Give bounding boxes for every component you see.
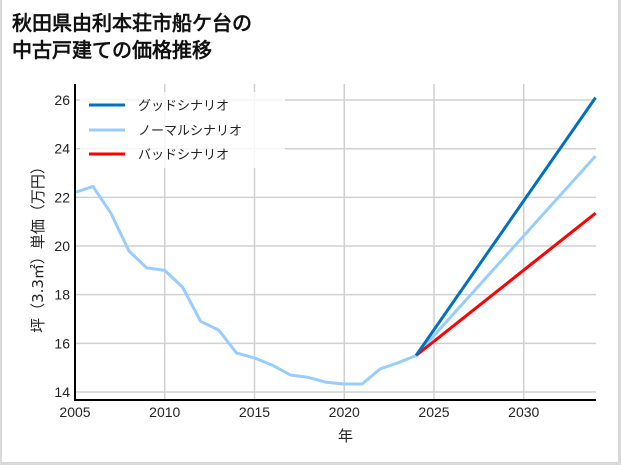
data-lines [74, 96, 597, 386]
series-line [414, 154, 597, 357]
legend: グッドシナリオ ノーマルシナリオ バッドシナリオ [80, 92, 285, 168]
title-line-2: 中古戸建ての価格推移 [12, 38, 212, 62]
x-tick-label: 2005 [59, 404, 90, 420]
x-tick-label: 2025 [418, 404, 449, 420]
legend-label-good: グッドシナリオ [138, 99, 229, 114]
y-axis-label: 坪（3.3㎡）単価（万円） [29, 159, 47, 333]
legend-label-bad: バッドシナリオ [138, 148, 229, 163]
legend-label-normal: ノーマルシナリオ [138, 124, 242, 139]
x-tick-label: 2015 [239, 404, 270, 420]
y-tick-label: 22 [54, 189, 70, 205]
series-line [74, 184, 417, 386]
series-line [414, 96, 597, 357]
y-tick-label: 26 [54, 92, 70, 108]
x-tick-label: 2010 [149, 404, 180, 420]
y-tick-label: 24 [54, 141, 70, 157]
y-tick-label: 16 [54, 335, 70, 351]
chart-title: 秋田県由利本荘市船ケ台の 中古戸建ての価格推移 [12, 10, 252, 64]
title-line-1: 秋田県由利本荘市船ケ台の [12, 11, 252, 35]
series-line [415, 211, 597, 357]
y-tick-label: 18 [54, 287, 70, 303]
y-tick-label: 14 [54, 384, 70, 400]
x-axis-label: 年 [338, 427, 353, 445]
x-tick-labels: 2005 2010 2015 2020 2025 2030 [59, 404, 539, 420]
y-tick-labels: 26 24 22 20 18 16 14 [54, 92, 70, 400]
y-tick-label: 20 [54, 238, 70, 254]
x-tick-label: 2030 [508, 404, 539, 420]
x-tick-label: 2020 [329, 404, 360, 420]
